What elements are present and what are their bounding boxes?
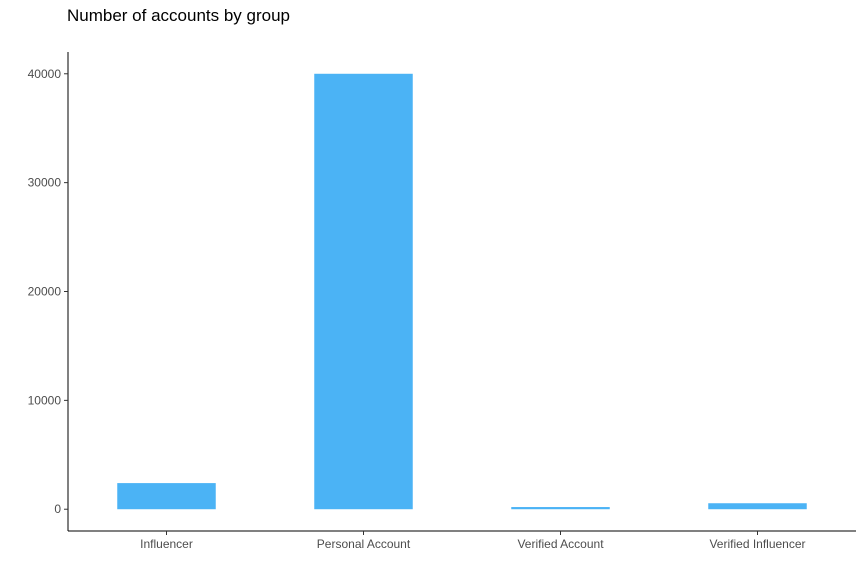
y-axis: 0 10000 20000 30000 40000: [28, 52, 69, 531]
bar-personal-account: [314, 73, 413, 510]
y-tick-label: 10000: [28, 393, 62, 407]
bar-verified-account: [511, 507, 610, 510]
bar-verified-influencer: [708, 503, 807, 510]
y-tick-label: 20000: [28, 285, 62, 299]
y-tick-label: 30000: [28, 176, 62, 190]
x-tick-label: Influencer: [140, 537, 193, 551]
y-tick-label: 0: [54, 502, 61, 516]
x-tick-label: Verified Influencer: [709, 537, 805, 551]
bar-influencer: [117, 483, 216, 510]
bars: [117, 73, 807, 510]
x-axis: Influencer Personal Account Verified Accou…: [68, 530, 856, 551]
x-tick-label: Personal Account: [317, 537, 411, 551]
x-tick-label: Verified Account: [517, 537, 604, 551]
y-tick-label: 40000: [28, 67, 62, 81]
chart-title: Number of accounts by group: [67, 6, 291, 25]
